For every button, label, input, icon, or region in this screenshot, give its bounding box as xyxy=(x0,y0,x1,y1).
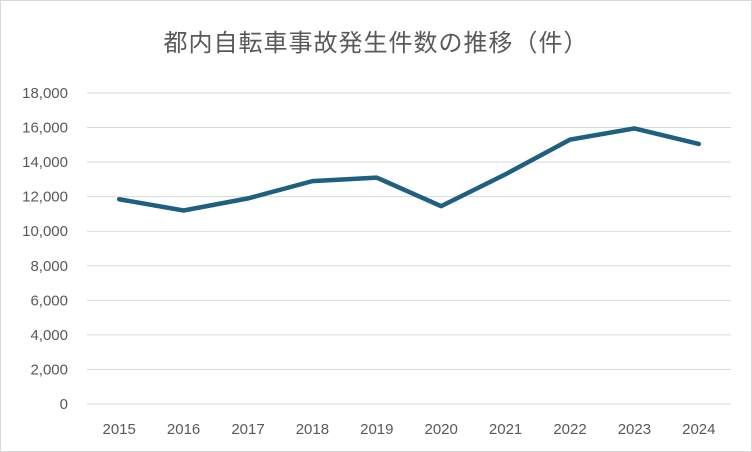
y-tick-label: 18,000 xyxy=(22,85,68,102)
y-tick-label: 4,000 xyxy=(30,327,68,344)
x-tick-label: 2017 xyxy=(231,421,264,438)
x-tick-label: 2021 xyxy=(489,421,522,438)
y-tick-label: 0 xyxy=(60,396,68,413)
x-tick-label: 2024 xyxy=(682,421,715,438)
x-tick-label: 2020 xyxy=(425,421,458,438)
x-tick-label: 2023 xyxy=(618,421,651,438)
chart-title: 都内自転車事故発生件数の推移（件） xyxy=(163,29,589,57)
x-tick-label: 2019 xyxy=(360,421,393,438)
x-tick-label: 2018 xyxy=(296,421,329,438)
x-tick-label: 2016 xyxy=(167,421,200,438)
x-tick-label: 2015 xyxy=(103,421,136,438)
y-tick-label: 10,000 xyxy=(22,223,68,240)
y-tick-label: 12,000 xyxy=(22,189,68,206)
y-tick-label: 14,000 xyxy=(22,154,68,171)
x-tick-label: 2022 xyxy=(553,421,586,438)
y-tick-label: 16,000 xyxy=(22,120,68,137)
series-line xyxy=(116,126,702,213)
y-tick-label: 6,000 xyxy=(30,292,68,309)
y-tick-label: 2,000 xyxy=(30,361,68,378)
y-tick-label: 8,000 xyxy=(30,258,68,275)
